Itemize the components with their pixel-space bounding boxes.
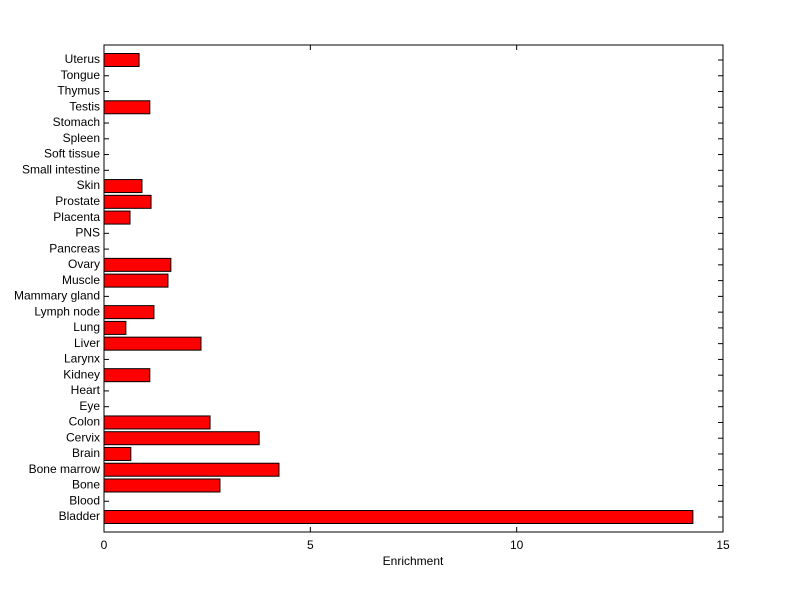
bar: [103, 415, 211, 430]
bar: [103, 273, 169, 288]
y-tick-label: Spleen: [63, 131, 100, 145]
y-tick-label: Lymph node: [34, 304, 100, 318]
bar: [103, 320, 127, 335]
bar: [103, 210, 131, 225]
bar: [103, 368, 151, 383]
y-tick-label: Kidney: [63, 367, 100, 381]
y-tick-label: Larynx: [64, 352, 100, 366]
bar: [103, 431, 260, 446]
bar: [103, 179, 143, 194]
y-tick-label: Bone marrow: [29, 462, 101, 476]
y-tick-label: Thymus: [57, 84, 100, 98]
y-tick-label: Tongue: [61, 68, 101, 82]
x-tick-label: 5: [307, 538, 314, 552]
bar: [103, 257, 172, 272]
bar: [103, 100, 151, 115]
y-tick-label: Eye: [79, 399, 100, 413]
bar: [103, 194, 152, 209]
bar: [103, 336, 202, 351]
y-tick-label: Ovary: [68, 257, 100, 271]
y-tick-label: Heart: [71, 383, 101, 397]
y-tick-label: Soft tissue: [44, 147, 100, 161]
y-tick-label: Placenta: [53, 210, 100, 224]
y-tick-label: Brain: [72, 446, 100, 460]
x-tick-label: 0: [101, 538, 108, 552]
bar: [103, 53, 140, 67]
y-tick-label: Small intestine: [22, 162, 100, 176]
bar: [103, 478, 221, 493]
y-tick-label: PNS: [75, 226, 100, 240]
y-tick-label: Mammary gland: [14, 289, 100, 303]
bar: [103, 446, 132, 461]
y-tick-label: Testis: [69, 99, 100, 113]
y-tick-label: Blood: [69, 493, 100, 507]
y-tick-label: Prostate: [55, 194, 100, 208]
x-tick-label: 15: [716, 538, 730, 552]
y-tick-label: Skin: [77, 178, 100, 192]
y-tick-label: Bone: [72, 478, 100, 492]
y-tick-label: Colon: [69, 415, 100, 429]
bar: [103, 462, 280, 477]
x-axis-label: Enrichment: [383, 554, 444, 568]
bar: [103, 510, 694, 524]
y-tick-label: Cervix: [66, 430, 100, 444]
bar: [103, 305, 155, 320]
y-tick-label: Muscle: [62, 273, 100, 287]
y-tick-label: Uterus: [65, 52, 100, 66]
y-tick-label: Stomach: [53, 115, 100, 129]
y-tick-label: Pancreas: [49, 241, 100, 255]
x-tick-label: 10: [510, 538, 524, 552]
y-tick-label: Liver: [74, 336, 100, 350]
y-tick-label: Lung: [73, 320, 100, 334]
plot-frame: [103, 44, 724, 533]
y-tick-label: Bladder: [59, 509, 100, 523]
